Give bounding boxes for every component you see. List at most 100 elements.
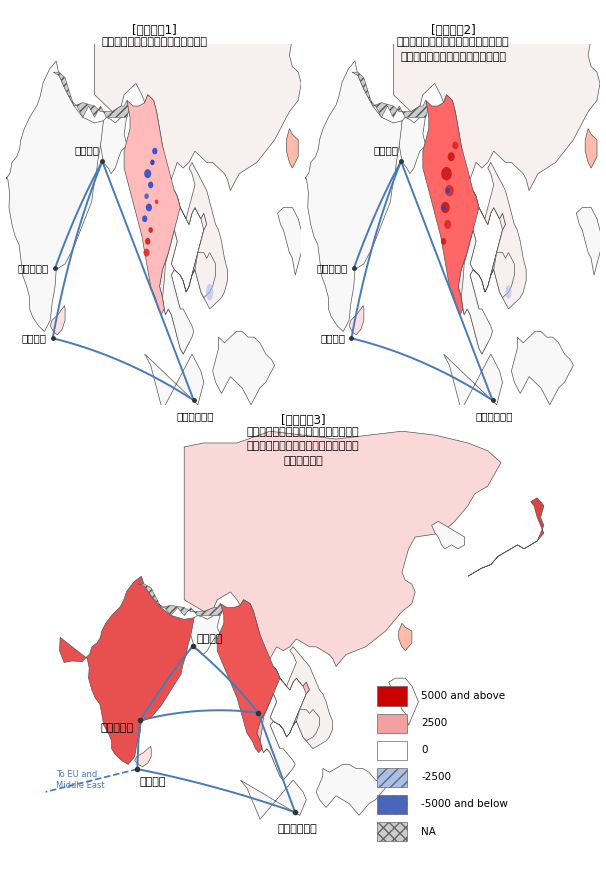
Ellipse shape	[441, 238, 446, 245]
Polygon shape	[124, 95, 180, 314]
Polygon shape	[393, 0, 606, 191]
Polygon shape	[278, 208, 304, 275]
Ellipse shape	[144, 249, 150, 257]
Bar	[378, 741, 407, 760]
Ellipse shape	[445, 187, 450, 194]
Ellipse shape	[155, 200, 158, 204]
Polygon shape	[59, 576, 194, 765]
Text: -5000 and below: -5000 and below	[421, 800, 508, 810]
Ellipse shape	[206, 283, 213, 300]
Polygon shape	[257, 666, 310, 780]
Polygon shape	[585, 128, 597, 168]
Polygon shape	[50, 305, 65, 335]
Polygon shape	[95, 0, 378, 191]
Bar	[378, 767, 407, 787]
Polygon shape	[192, 253, 216, 297]
Ellipse shape	[441, 202, 450, 213]
Text: ミャンマー制度改革とティラワ開発: ミャンマー制度改革とティラワ開発	[102, 37, 207, 47]
Polygon shape	[423, 95, 479, 314]
Bar	[378, 686, 407, 706]
Text: ダウェイ開発: ダウェイ開発	[283, 456, 323, 466]
Polygon shape	[444, 354, 502, 410]
Ellipse shape	[152, 148, 158, 155]
Text: [シナリオ1]: [シナリオ1]	[132, 24, 177, 37]
Text: 5000 and above: 5000 and above	[421, 691, 505, 701]
Polygon shape	[352, 72, 429, 117]
Text: [シナリオ3]: [シナリオ3]	[281, 414, 325, 427]
Ellipse shape	[445, 185, 454, 196]
Text: チェンナイ: チェンナイ	[100, 722, 133, 733]
Text: コロンボ: コロンボ	[22, 334, 47, 343]
Text: マンダレー開発＋国内経済回廊整備＋: マンダレー開発＋国内経済回廊整備＋	[247, 441, 359, 451]
Polygon shape	[316, 0, 345, 21]
Bar	[378, 714, 407, 733]
Ellipse shape	[444, 220, 451, 229]
Polygon shape	[389, 678, 419, 725]
Ellipse shape	[142, 216, 147, 222]
Ellipse shape	[148, 181, 153, 188]
Ellipse shape	[145, 238, 150, 245]
Polygon shape	[184, 431, 501, 666]
Text: 2500: 2500	[421, 718, 447, 728]
Polygon shape	[316, 765, 385, 816]
Text: To EU and
Middle East: To EU and Middle East	[56, 770, 104, 789]
Ellipse shape	[144, 194, 148, 199]
Polygon shape	[282, 61, 402, 332]
Bar	[378, 822, 407, 841]
Polygon shape	[287, 647, 333, 749]
Polygon shape	[162, 230, 194, 354]
Text: [シナリオ2]: [シナリオ2]	[431, 24, 476, 37]
Polygon shape	[349, 305, 364, 335]
Polygon shape	[186, 163, 227, 309]
Ellipse shape	[150, 159, 155, 165]
Polygon shape	[191, 613, 221, 655]
Ellipse shape	[448, 152, 454, 161]
Polygon shape	[485, 163, 526, 309]
Ellipse shape	[341, 13, 345, 18]
Text: コルカタ: コルカタ	[196, 634, 222, 643]
Text: ミャンマー制度改革とティラワ開発＋: ミャンマー制度改革とティラワ開発＋	[247, 427, 359, 436]
Polygon shape	[287, 128, 298, 168]
Ellipse shape	[441, 167, 452, 180]
Text: シンガポール: シンガポール	[277, 824, 317, 834]
Text: コルカタ: コルカタ	[75, 145, 99, 156]
Polygon shape	[511, 332, 573, 405]
Text: NA: NA	[421, 826, 436, 837]
Ellipse shape	[144, 169, 152, 178]
Bar	[378, 795, 407, 814]
Polygon shape	[293, 709, 319, 741]
Polygon shape	[431, 521, 465, 549]
Polygon shape	[159, 191, 207, 354]
Text: コロンボ: コロンボ	[321, 334, 345, 343]
Polygon shape	[135, 746, 152, 766]
Polygon shape	[145, 354, 204, 410]
Polygon shape	[461, 230, 493, 354]
Text: シンガポール: シンガポール	[476, 412, 513, 422]
Ellipse shape	[452, 142, 458, 150]
Text: -2500: -2500	[421, 773, 451, 782]
Polygon shape	[0, 61, 104, 332]
Polygon shape	[241, 780, 306, 819]
Polygon shape	[217, 600, 280, 752]
Polygon shape	[468, 498, 544, 576]
Polygon shape	[53, 72, 130, 117]
Polygon shape	[101, 114, 127, 173]
Ellipse shape	[148, 227, 153, 233]
Text: シンガポール: シンガポール	[177, 412, 215, 422]
Polygon shape	[348, 0, 416, 61]
Polygon shape	[138, 584, 224, 615]
Polygon shape	[399, 114, 426, 173]
Polygon shape	[576, 208, 603, 275]
Text: マンダレー開発＋国内経済回廊整備: マンダレー開発＋国内経済回廊整備	[401, 52, 506, 62]
Text: 0: 0	[421, 745, 428, 755]
Text: コロンボ: コロンボ	[139, 777, 166, 787]
Text: ミャンマー制度改革とティラワ開発＋: ミャンマー制度改革とティラワ開発＋	[397, 37, 510, 47]
Ellipse shape	[146, 203, 152, 211]
Polygon shape	[260, 693, 295, 780]
Polygon shape	[458, 191, 505, 354]
Text: コルカタ: コルカタ	[373, 145, 398, 156]
Ellipse shape	[505, 285, 511, 299]
Text: チェンナイ: チェンナイ	[317, 263, 348, 274]
Text: チェンナイ: チェンナイ	[18, 263, 49, 274]
Polygon shape	[213, 332, 275, 405]
